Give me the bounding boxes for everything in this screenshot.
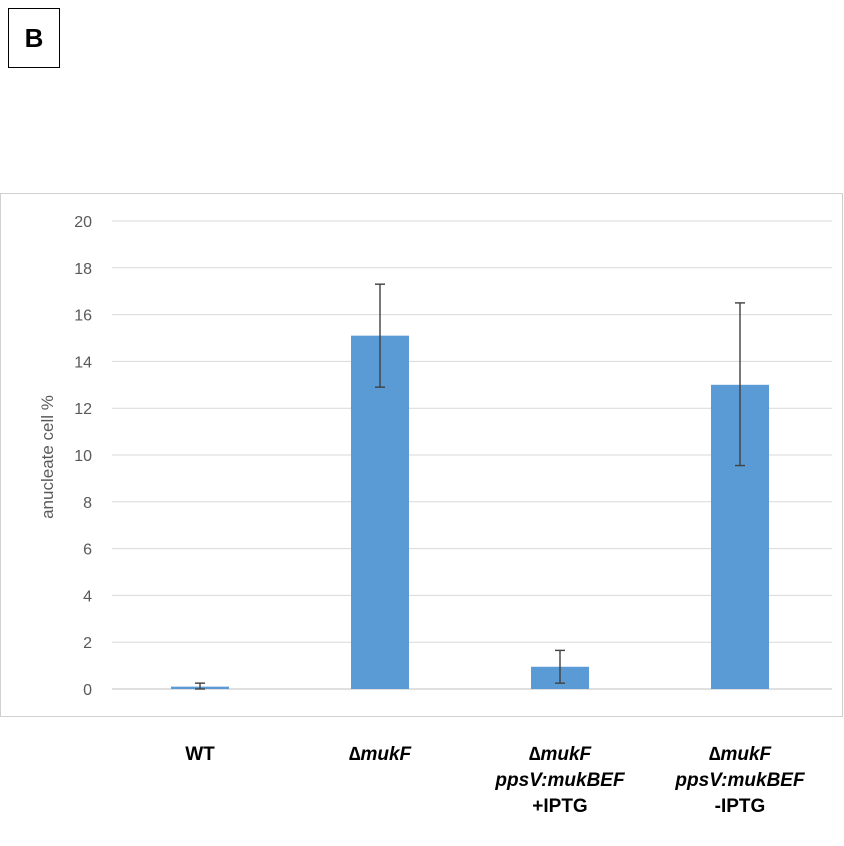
y-axis-label: anucleate cell %: [38, 395, 57, 519]
x-category-label-line: ppsV:mukBEF: [675, 770, 805, 791]
x-category-label-line: ppsV:mukBEF: [495, 770, 625, 791]
x-category-label-line: WT: [185, 744, 215, 765]
y-tick-label: 4: [83, 588, 92, 605]
x-category-label: WT: [100, 742, 300, 768]
error-bars: [195, 283, 745, 690]
y-tick-label: 14: [74, 354, 92, 371]
y-tick-label: 12: [74, 401, 92, 418]
panel-label: B: [8, 8, 60, 68]
x-category-label: ∆mukF: [280, 742, 480, 768]
y-tick-label: 18: [74, 261, 92, 278]
x-category-label-line: -IPTG: [714, 796, 766, 817]
bar: [351, 335, 409, 689]
error-bar: [555, 649, 565, 684]
x-category-label: ∆mukF ppsV:mukBEF -IPTG: [640, 742, 840, 820]
y-tick-labels: 0 2 4 6 8 10 12 14 16 18 20: [74, 214, 92, 699]
y-tick-label: 0: [83, 682, 92, 699]
y-tick-label: 6: [83, 542, 92, 559]
x-category-label-line: ∆mukF: [348, 744, 412, 765]
x-category-label-line: +IPTG: [532, 796, 588, 817]
x-category-label-line: ∆mukF: [708, 744, 772, 765]
y-tick-label: 10: [74, 448, 92, 465]
y-tick-label: 20: [74, 214, 92, 231]
y-tick-label: 8: [83, 495, 92, 512]
y-tick-label: 16: [74, 308, 92, 325]
error-bar: [195, 682, 205, 690]
bars: [171, 335, 769, 689]
x-category-label: ∆mukF ppsV:mukBEF +IPTG: [460, 742, 660, 820]
error-bar: [735, 302, 745, 467]
x-category-label-line: ∆mukF: [528, 744, 592, 765]
error-bar: [375, 283, 385, 388]
y-tick-label: 2: [83, 635, 92, 652]
chart-frame: [0, 193, 843, 717]
